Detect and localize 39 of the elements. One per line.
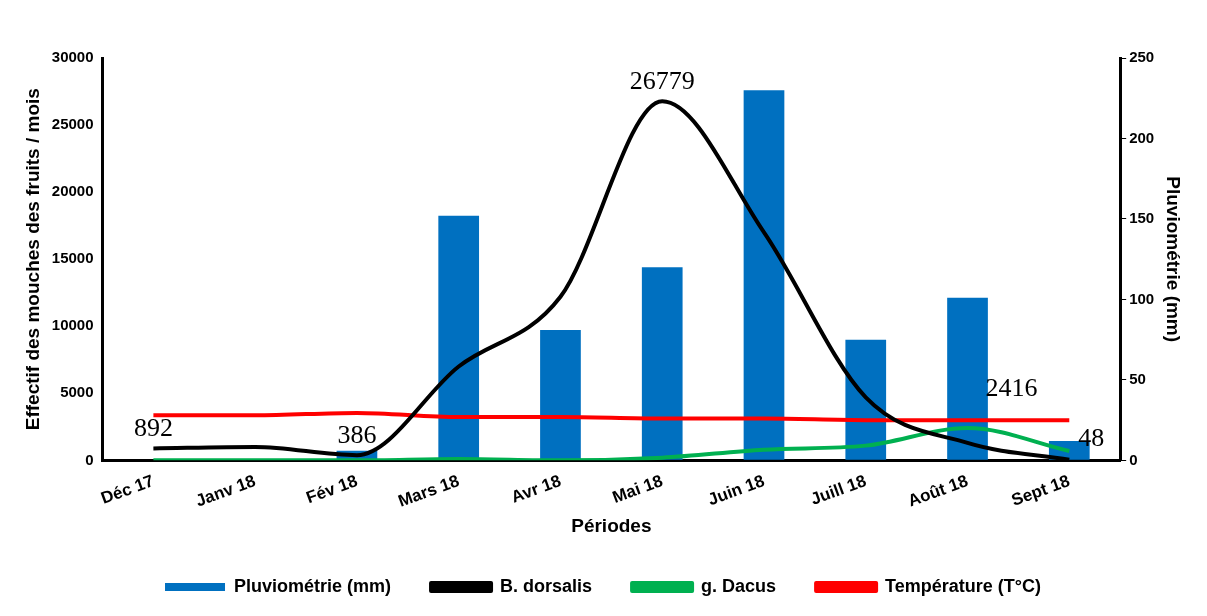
y-tick-label: 0: [85, 450, 94, 468]
y2-tick-label: 100: [1129, 289, 1155, 307]
y-tick-label: 10000: [51, 316, 94, 334]
y-tick-label: 15000: [51, 249, 94, 267]
x-tick-label: Avr 18: [508, 471, 564, 507]
y-tick-label: 25000: [51, 115, 94, 133]
legend-label: Pluviométrie (mm): [234, 575, 392, 596]
y-tick-label: 20000: [51, 182, 94, 200]
legend-label: Température (T°C): [885, 575, 1041, 596]
x-tick-label: Mars 18: [395, 471, 462, 511]
data-label: 26779: [629, 66, 695, 96]
bar: [641, 267, 683, 460]
legend-label: g. Dacus: [701, 575, 777, 596]
y2-tick-label: 150: [1129, 209, 1155, 227]
y2-axis-title: Pluviométrie (mm): [1163, 176, 1185, 343]
y2-tick-label: 250: [1129, 48, 1155, 66]
legend-label: B. dorsalis: [500, 575, 593, 596]
y2-tick-label: 50: [1129, 370, 1146, 388]
y2-tick-label: 200: [1129, 128, 1155, 146]
y-axis-title: Effectif des mouches des fruits / mois: [21, 88, 43, 431]
x-tick-label: Sept 18: [1008, 471, 1073, 510]
x-axis-title: Périodes: [571, 514, 652, 536]
data-label: 386: [337, 420, 377, 450]
data-label: 48: [1078, 422, 1105, 452]
x-tick-label: Mai 18: [609, 471, 666, 507]
bar: [540, 330, 581, 460]
data-label: 892: [133, 413, 173, 443]
x-tick-label: Janv 18: [193, 471, 259, 511]
x-tick-label: Juin 18: [705, 471, 767, 510]
bar: [947, 297, 988, 460]
x-tick-label: Juill 18: [808, 471, 869, 509]
bar: [743, 90, 785, 460]
x-tick-label: Fév 18: [303, 471, 360, 508]
y2-tick-label: 0: [1129, 450, 1138, 468]
y-tick-label: 5000: [60, 383, 94, 401]
y-tick-label: 30000: [51, 48, 94, 66]
bar: [438, 215, 480, 460]
x-tick-label: Déc 17: [98, 471, 157, 508]
x-tick-label: Août 18: [905, 471, 971, 511]
